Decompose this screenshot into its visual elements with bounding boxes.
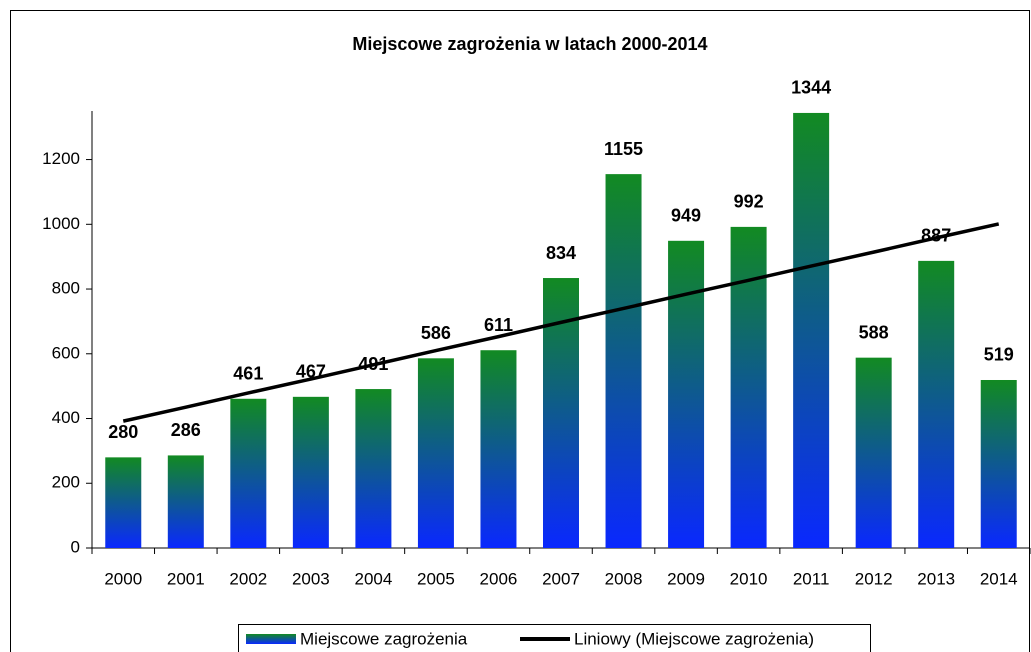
y-tick-label: 200 bbox=[52, 473, 80, 492]
bar bbox=[793, 112, 830, 548]
x-tick-label: 2007 bbox=[542, 569, 580, 588]
x-tick-label: 2005 bbox=[417, 569, 455, 588]
x-tick-label: 2012 bbox=[855, 569, 893, 588]
data-label: 588 bbox=[859, 322, 889, 342]
bar bbox=[292, 396, 329, 548]
x-tick-label: 2009 bbox=[667, 569, 705, 588]
bar bbox=[167, 455, 204, 548]
data-label: 611 bbox=[484, 315, 513, 335]
bar bbox=[480, 350, 517, 548]
x-tick-label: 2004 bbox=[354, 569, 392, 588]
bar bbox=[230, 398, 267, 548]
x-tick-label: 2003 bbox=[292, 569, 330, 588]
y-tick-label: 800 bbox=[52, 279, 80, 298]
data-label: 519 bbox=[984, 345, 1014, 365]
y-tick-label: 600 bbox=[52, 343, 80, 362]
data-label: 286 bbox=[171, 420, 201, 440]
y-tick-label: 0 bbox=[71, 537, 80, 556]
bar bbox=[730, 226, 767, 548]
x-tick-label: 2013 bbox=[917, 569, 955, 588]
bar bbox=[668, 240, 705, 549]
legend-label: Liniowy (Miejscowe zagrożenia) bbox=[574, 629, 814, 648]
x-tick-label: 2006 bbox=[480, 569, 518, 588]
bar bbox=[980, 379, 1017, 548]
y-tick-label: 1000 bbox=[42, 214, 80, 233]
data-label: 1155 bbox=[604, 139, 643, 159]
legend-swatch bbox=[246, 634, 296, 644]
y-tick-label: 400 bbox=[52, 408, 80, 427]
x-tick-label: 2001 bbox=[167, 569, 205, 588]
bar bbox=[855, 357, 892, 548]
data-label: 992 bbox=[734, 192, 764, 212]
data-label: 461 bbox=[233, 364, 263, 384]
chart-title: Miejscowe zagrożenia w latach 2000-2014 bbox=[352, 34, 707, 54]
legend-label: Miejscowe zagrożenia bbox=[300, 629, 468, 648]
y-tick-label: 1200 bbox=[42, 149, 80, 168]
x-tick-label: 2014 bbox=[980, 569, 1018, 588]
x-tick-label: 2002 bbox=[229, 569, 267, 588]
trend-line bbox=[122, 222, 1000, 423]
x-tick-label: 2008 bbox=[605, 569, 643, 588]
data-label: 586 bbox=[421, 323, 451, 343]
bar bbox=[105, 457, 142, 548]
x-tick-label: 2010 bbox=[730, 569, 768, 588]
bar bbox=[355, 389, 392, 548]
bar bbox=[918, 260, 955, 548]
x-tick-label: 2000 bbox=[104, 569, 142, 588]
bar bbox=[417, 358, 454, 548]
x-tick-label: 2011 bbox=[793, 569, 830, 588]
data-label: 1344 bbox=[791, 78, 831, 98]
bar bbox=[605, 174, 642, 548]
data-label: 834 bbox=[546, 243, 576, 263]
data-label: 280 bbox=[108, 422, 138, 442]
data-label: 949 bbox=[671, 206, 701, 226]
